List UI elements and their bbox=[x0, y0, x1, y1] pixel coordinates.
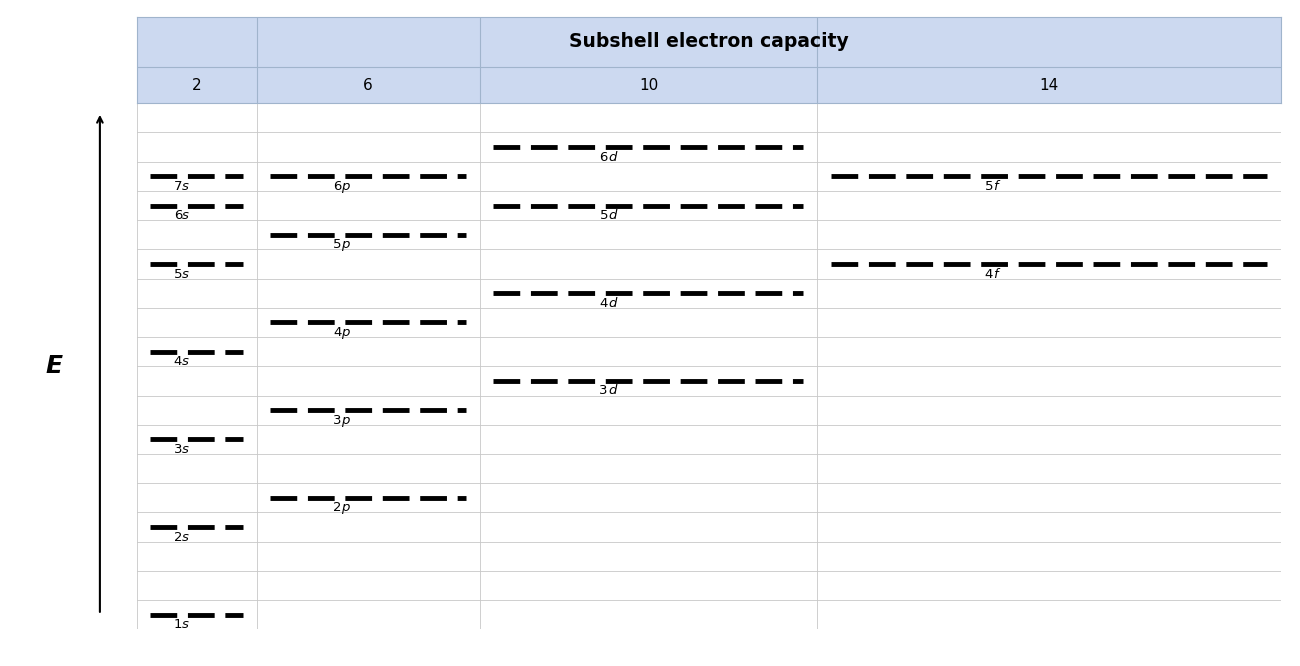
Text: 4: 4 bbox=[599, 297, 608, 310]
Text: d: d bbox=[608, 151, 616, 164]
Text: 2: 2 bbox=[333, 501, 342, 514]
Text: 4: 4 bbox=[985, 268, 993, 280]
Text: 2: 2 bbox=[174, 531, 182, 543]
Text: 3: 3 bbox=[174, 443, 182, 456]
Text: f: f bbox=[993, 180, 998, 193]
Text: 5: 5 bbox=[984, 180, 993, 193]
Text: d: d bbox=[608, 209, 616, 222]
Text: s: s bbox=[182, 618, 188, 631]
Text: p: p bbox=[342, 501, 350, 514]
Text: s: s bbox=[182, 180, 188, 193]
Text: p: p bbox=[342, 414, 350, 427]
Text: s: s bbox=[182, 209, 188, 222]
Text: 10: 10 bbox=[638, 77, 658, 93]
Text: s: s bbox=[182, 268, 188, 280]
Text: 7: 7 bbox=[174, 180, 182, 193]
Text: 2: 2 bbox=[191, 77, 202, 93]
Text: Subshell electron capacity: Subshell electron capacity bbox=[568, 32, 849, 51]
Text: 6: 6 bbox=[599, 151, 608, 164]
Text: 1: 1 bbox=[174, 618, 182, 631]
Text: 6: 6 bbox=[174, 209, 182, 222]
Text: s: s bbox=[182, 355, 188, 368]
Text: s: s bbox=[182, 443, 188, 456]
Text: 3: 3 bbox=[599, 384, 608, 398]
Text: 5: 5 bbox=[599, 209, 608, 222]
Text: E: E bbox=[46, 354, 62, 378]
Text: 14: 14 bbox=[1039, 77, 1058, 93]
Text: 4: 4 bbox=[333, 326, 342, 339]
Text: p: p bbox=[342, 326, 350, 339]
Text: d: d bbox=[608, 384, 616, 398]
Text: 5: 5 bbox=[174, 268, 182, 280]
Text: p: p bbox=[342, 180, 350, 193]
Text: d: d bbox=[608, 297, 616, 310]
Text: 4: 4 bbox=[174, 355, 182, 368]
Text: f: f bbox=[993, 268, 998, 280]
Text: 5: 5 bbox=[333, 238, 342, 251]
Text: 3: 3 bbox=[333, 414, 342, 427]
Text: s: s bbox=[182, 531, 188, 543]
Text: 6: 6 bbox=[363, 77, 373, 93]
Text: 6: 6 bbox=[333, 180, 342, 193]
Text: p: p bbox=[342, 238, 350, 251]
